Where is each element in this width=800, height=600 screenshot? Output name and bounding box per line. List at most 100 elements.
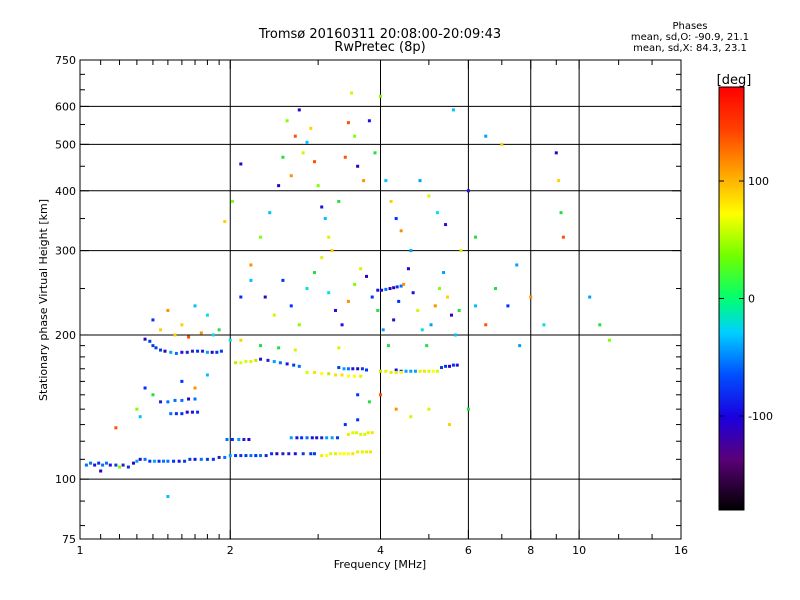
echo-point: [285, 362, 289, 366]
echo-point: [132, 461, 136, 465]
echo-point: [148, 339, 152, 343]
echo-point: [143, 457, 147, 461]
echo-point: [333, 373, 337, 377]
echo-point: [346, 299, 350, 303]
echo-point: [275, 452, 279, 456]
echo-point: [418, 369, 422, 373]
echo-point: [542, 323, 546, 327]
echo-point: [135, 407, 139, 411]
echo-point: [211, 457, 215, 461]
echo-point: [320, 256, 324, 260]
echo-point: [151, 344, 155, 348]
echo-point: [201, 349, 205, 353]
echo-point: [259, 454, 263, 458]
echo-point: [337, 346, 341, 350]
y-tick-label: 400: [55, 185, 76, 198]
echo-point: [359, 267, 363, 271]
echo-point: [500, 142, 504, 146]
echo-point: [392, 318, 396, 322]
echo-point: [446, 295, 450, 299]
echo-point: [244, 360, 248, 364]
echo-point: [166, 459, 170, 463]
echo-point: [376, 288, 380, 292]
echo-point: [159, 328, 163, 332]
echo-point: [177, 459, 181, 463]
echo-point: [185, 410, 189, 414]
echo-point: [180, 379, 184, 383]
echo-point: [289, 174, 293, 178]
echo-point: [327, 291, 331, 295]
x-axis-label: Frequency [MHz]: [334, 558, 426, 571]
echo-point: [366, 431, 370, 435]
echo-point: [293, 134, 297, 138]
echo-point: [427, 369, 431, 373]
echo-point: [199, 331, 203, 335]
echo-point: [143, 386, 147, 390]
echo-point: [354, 431, 358, 435]
echo-point: [264, 454, 268, 458]
echo-point: [154, 346, 158, 350]
echo-point: [429, 323, 433, 327]
echo-point: [205, 373, 209, 377]
echo-point: [193, 386, 197, 390]
echo-point: [506, 304, 510, 308]
echo-point: [305, 436, 309, 440]
echo-point: [329, 452, 333, 456]
echo-point: [305, 140, 309, 144]
echo-point: [169, 412, 173, 416]
echo-point: [418, 179, 422, 183]
echo-point: [166, 400, 170, 404]
echo-point: [187, 397, 191, 401]
echo-point: [411, 291, 415, 295]
echo-point: [395, 285, 399, 289]
echo-point: [388, 287, 392, 291]
echo-point: [97, 461, 101, 465]
echo-point: [249, 278, 253, 282]
echo-point: [384, 179, 388, 183]
echo-point: [254, 454, 258, 458]
echo-point: [281, 278, 285, 282]
echo-point: [305, 287, 309, 291]
echo-point: [247, 438, 251, 442]
echo-point: [223, 455, 227, 459]
echo-point: [84, 463, 88, 467]
echo-point: [126, 465, 130, 469]
echo-point: [135, 459, 139, 463]
echo-point: [416, 308, 420, 312]
echo-point: [180, 398, 184, 402]
echo-point: [234, 454, 238, 458]
echo-point: [367, 119, 371, 123]
y-tick-label: 600: [55, 100, 76, 113]
echo-point: [442, 271, 446, 275]
echo-point: [289, 436, 293, 440]
echo-point: [402, 282, 406, 286]
echo-point: [211, 333, 215, 337]
echo-point: [173, 398, 177, 402]
echo-point: [350, 91, 354, 95]
echo-point: [297, 323, 301, 327]
echo-point: [151, 393, 155, 397]
echo-point: [330, 436, 334, 440]
echo-point: [108, 463, 112, 467]
echo-point: [342, 452, 346, 456]
echo-point: [353, 282, 357, 286]
echo-point: [409, 415, 413, 419]
echo-point: [205, 313, 209, 317]
chart-title: Tromsø 20160311 20:08:00-20:09:43: [258, 27, 502, 42]
echo-point: [473, 235, 477, 239]
echo-point: [327, 372, 331, 376]
echo-point: [217, 328, 221, 332]
echo-point: [529, 295, 533, 299]
echo-point: [607, 338, 611, 342]
echo-point: [249, 263, 253, 267]
echo-point: [325, 454, 329, 458]
echo-point: [554, 151, 558, 155]
echo-point: [420, 328, 424, 332]
echo-point: [449, 313, 453, 317]
echo-point: [515, 263, 519, 267]
echo-point: [254, 358, 258, 362]
echo-point: [293, 452, 297, 456]
x-tick-label: 2: [227, 544, 234, 557]
echo-point: [455, 363, 459, 367]
echo-point: [239, 454, 243, 458]
